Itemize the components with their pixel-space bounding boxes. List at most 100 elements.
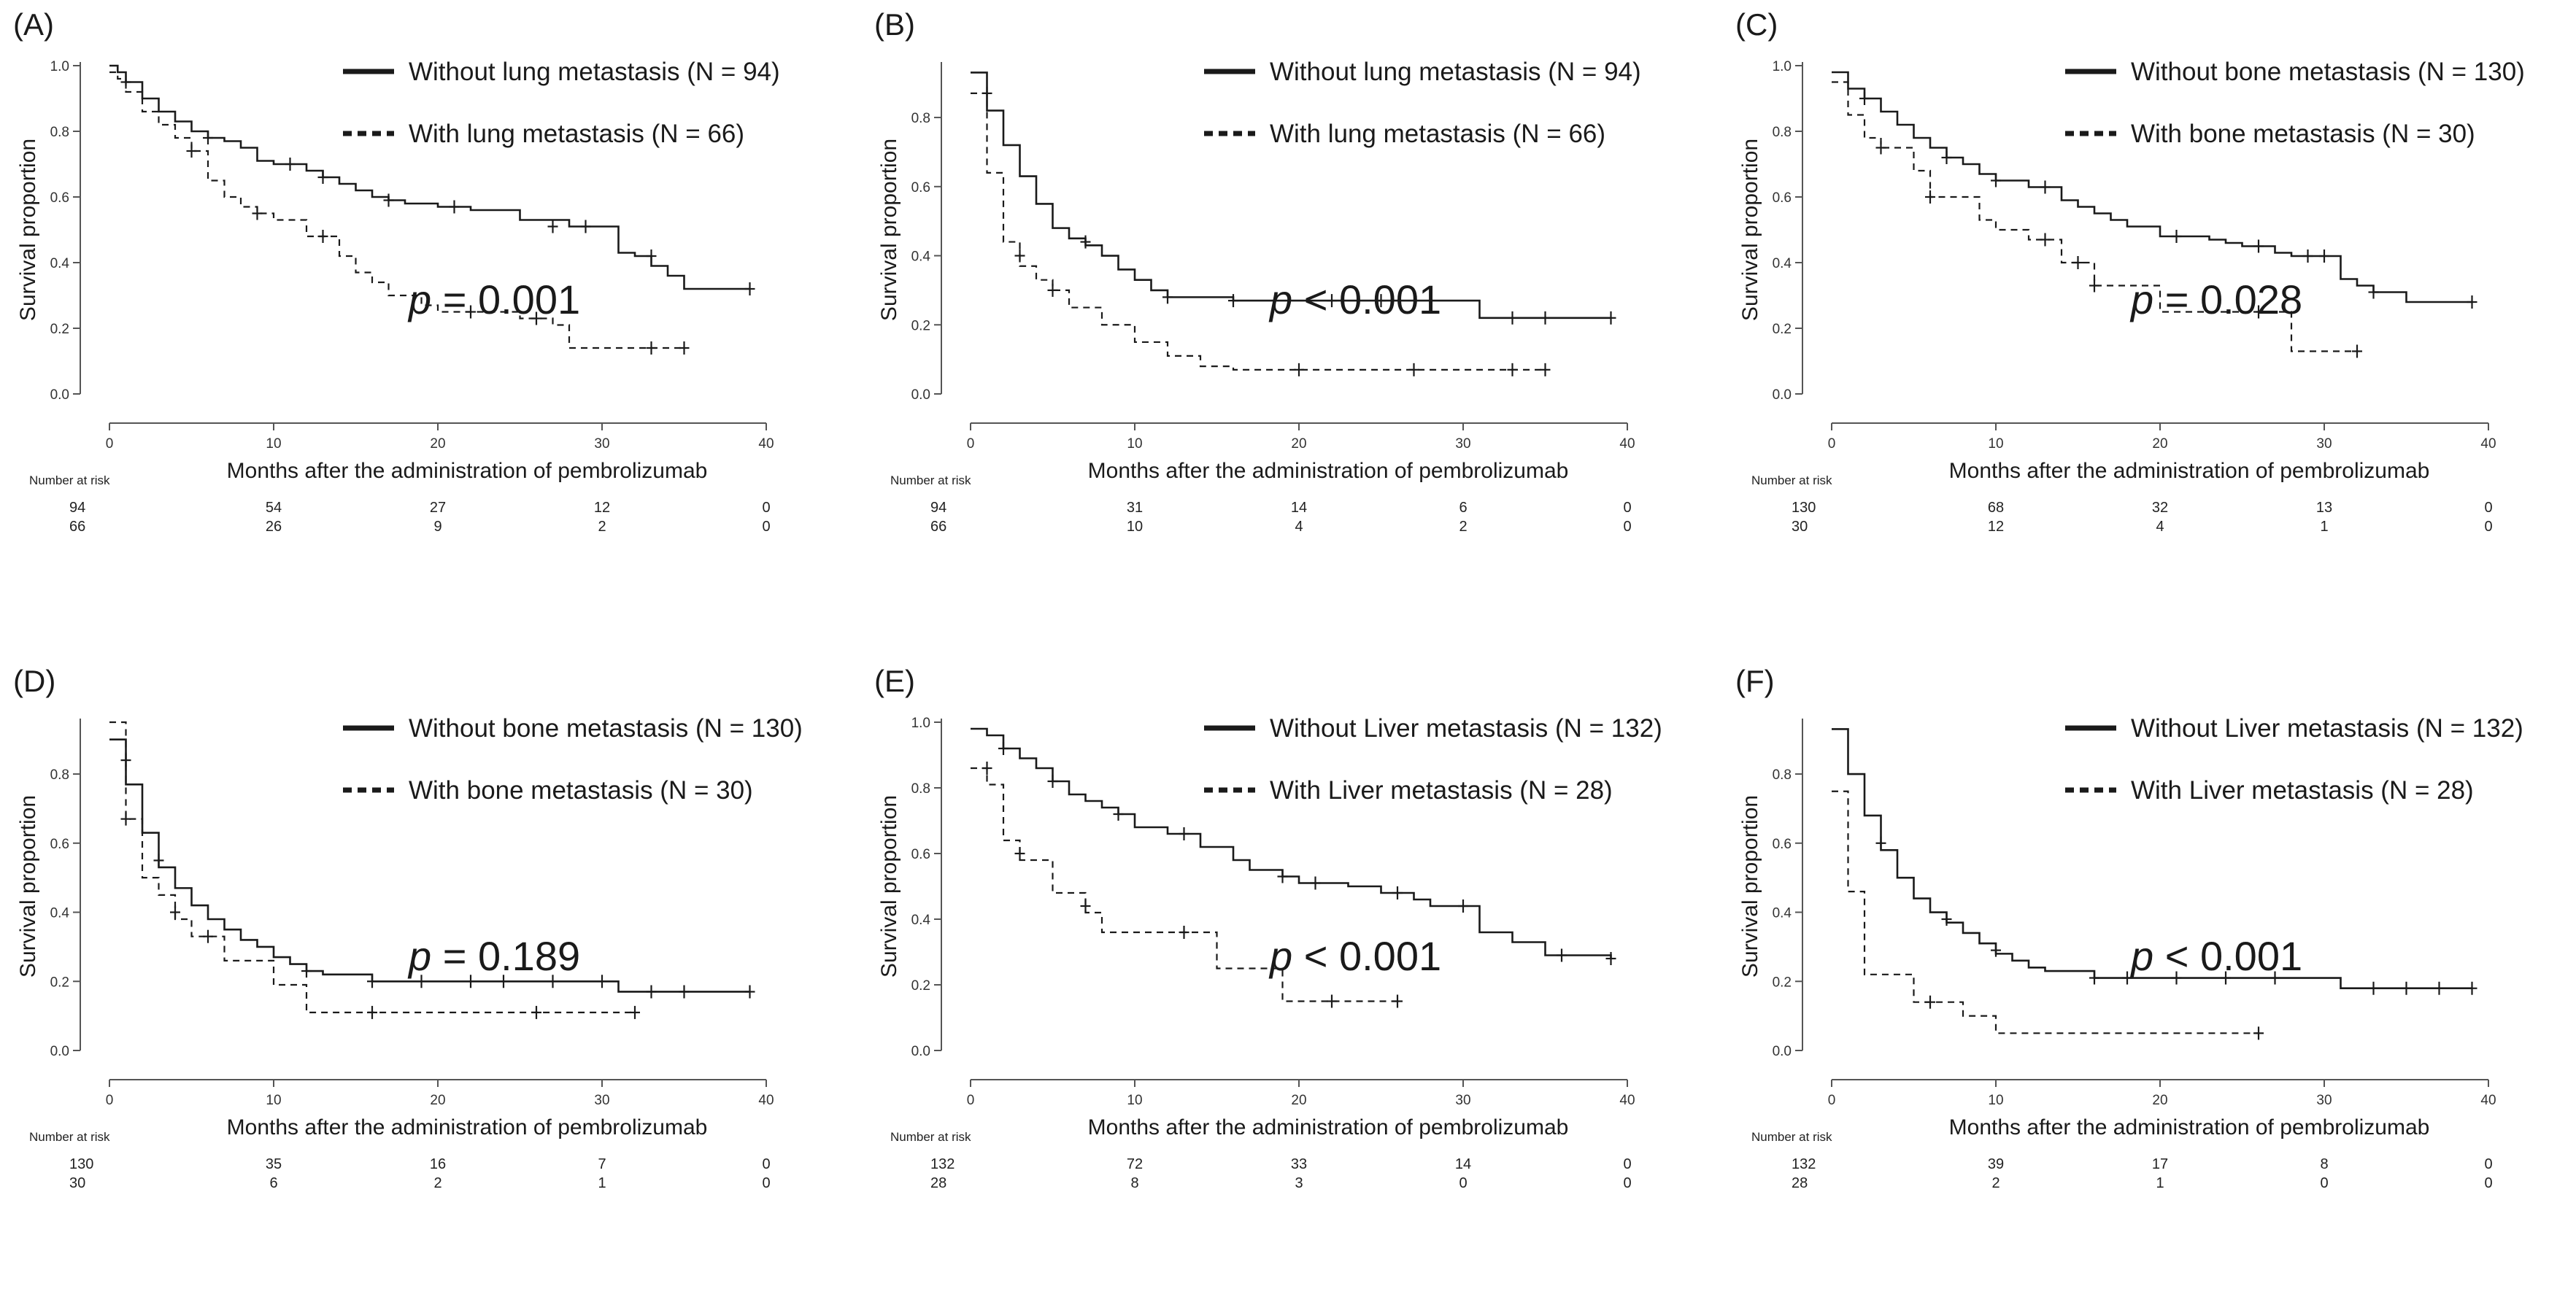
risk-table-cell: 1 [2320, 519, 2328, 535]
risk-table-cell: 27 [430, 500, 446, 516]
p-value-symbol: p [1268, 276, 1292, 322]
legend-label: Without lung metastasis (N = 94) [409, 58, 780, 86]
risk-table-cell: 28 [1792, 1175, 1808, 1191]
risk-table-cell: 17 [2152, 1156, 2168, 1172]
risk-table-cell: 4 [2156, 519, 2164, 535]
y-tick-label: 0.2 [50, 322, 69, 337]
risk-table-title: Number at risk [29, 473, 110, 487]
legend-label: With lung metastasis (N = 66) [1270, 120, 1605, 148]
survival-curve-solid [1832, 71, 2472, 303]
p-value-text: = 0.028 [2153, 276, 2302, 322]
km-panel: (C) 0.0 0.2 0.4 0.6 0.8 1.0 0 10 20 30 40 Survival p… [1722, 0, 2576, 627]
p-value: p < 0.001 [1268, 276, 1441, 322]
risk-table-cell: 94 [930, 500, 946, 516]
risk-table-cell: 14 [1291, 500, 1307, 516]
risk-table-cell: 35 [266, 1156, 282, 1172]
km-panel: (F) 0.0 0.2 0.4 0.6 0.8 0 10 20 30 40 Survival prop… [1722, 657, 2576, 1284]
risk-table-cell: 130 [1792, 500, 1816, 516]
risk-table-cell: 32 [2152, 500, 2168, 516]
legend-label: Without bone metastasis (N = 130) [2131, 58, 2525, 86]
risk-table-cell: 12 [1988, 519, 2004, 535]
y-tick-label: 0.6 [1773, 837, 1792, 852]
y-tick-label: 0.4 [50, 256, 70, 271]
y-tick-label: 0.8 [50, 767, 69, 783]
y-tick-label: 0.8 [50, 125, 69, 140]
y-tick-label: 0.2 [1773, 975, 1792, 990]
legend-label: Without lung metastasis (N = 94) [1270, 58, 1641, 86]
x-tick-label: 0 [967, 436, 975, 452]
risk-table-cell: 0 [2484, 500, 2492, 516]
survival-curve-dashed [971, 92, 1546, 371]
risk-table-cell: 39 [1988, 1156, 2004, 1172]
km-panel: (B) 0.0 0.2 0.4 0.6 0.8 0 10 20 30 40 Survival prop… [861, 0, 1715, 627]
x-axis-title: Months after the administration of pembr… [1949, 1115, 2430, 1139]
risk-table-cell: 26 [266, 519, 282, 535]
y-tick-label: 0.4 [911, 249, 931, 265]
risk-table-cell: 0 [1623, 519, 1631, 535]
y-axis-title: Survival proportion [1738, 795, 1762, 978]
risk-table-cell: 66 [930, 519, 946, 535]
risk-table-title: Number at risk [890, 473, 971, 487]
p-value: p < 0.001 [1268, 933, 1441, 979]
panel-label: (B) [874, 7, 915, 42]
y-tick-label: 0.2 [50, 975, 69, 990]
x-tick-label: 20 [1291, 1093, 1306, 1108]
risk-table-cell: 4 [1295, 519, 1303, 535]
x-axis-title: Months after the administration of pembr… [227, 1115, 708, 1139]
y-tick-label: 0.0 [911, 1044, 930, 1059]
x-tick-label: 10 [266, 1093, 281, 1108]
x-tick-label: 20 [430, 436, 445, 452]
risk-table-cell: 0 [2320, 1175, 2328, 1191]
risk-table-cell: 0 [1459, 1175, 1467, 1191]
risk-table-cell: 14 [1455, 1156, 1471, 1172]
x-axis-title: Months after the administration of pembr… [1088, 1115, 1569, 1139]
p-value-text: < 0.001 [1292, 933, 1441, 979]
risk-table-cell: 94 [69, 500, 85, 516]
risk-table-cell: 31 [1127, 500, 1143, 516]
risk-table-cell: 28 [930, 1175, 946, 1191]
km-panel: (E) 0.0 0.2 0.4 0.6 0.8 1.0 0 10 20 30 40 Survival p… [861, 657, 1715, 1284]
survival-curve-dashed [1832, 81, 2357, 352]
p-value: p = 0.001 [407, 276, 580, 322]
p-value: p = 0.028 [2129, 276, 2302, 322]
p-value-text: < 0.001 [2153, 933, 2302, 979]
x-tick-label: 30 [594, 436, 609, 452]
panel-label: (D) [13, 664, 55, 698]
risk-table-cell: 0 [762, 1175, 770, 1191]
risk-table-cell: 13 [2316, 500, 2332, 516]
km-panel: (D) 0.0 0.2 0.4 0.6 0.8 0 10 20 30 40 Survival prop… [0, 657, 854, 1284]
y-tick-label: 1.0 [1773, 59, 1792, 74]
risk-table-cell: 0 [762, 519, 770, 535]
legend-label: With Liver metastasis (N = 28) [1270, 776, 1613, 805]
y-tick-label: 0.0 [50, 1044, 69, 1059]
risk-table-cell: 0 [2484, 519, 2492, 535]
x-tick-label: 10 [1988, 436, 2003, 452]
risk-table-cell: 1 [598, 1175, 606, 1191]
survival-curve-dashed [109, 71, 685, 349]
risk-table-cell: 72 [1127, 1156, 1143, 1172]
km-panel: (A) 0.0 0.2 0.4 0.6 0.8 1.0 0 10 20 30 40 Survival p… [0, 0, 854, 627]
risk-table-cell: 0 [1623, 1156, 1631, 1172]
y-tick-label: 1.0 [50, 59, 69, 74]
x-axis-title: Months after the administration of pembr… [1949, 459, 2430, 483]
risk-table-cell: 0 [1623, 500, 1631, 516]
y-axis-title: Survival proportion [1738, 139, 1762, 321]
x-tick-label: 30 [594, 1093, 609, 1108]
survival-curve-dashed [971, 767, 1397, 1002]
p-value-symbol: p [407, 276, 431, 322]
panel-label: (F) [1735, 664, 1775, 698]
x-tick-label: 40 [1619, 1093, 1635, 1108]
x-tick-label: 10 [1988, 1093, 2003, 1108]
survival-curve-solid [971, 71, 1611, 320]
risk-table-title: Number at risk [1751, 1130, 1832, 1144]
risk-table-cell: 0 [1623, 1175, 1631, 1191]
y-tick-label: 0.4 [911, 913, 931, 928]
y-tick-label: 0.6 [911, 847, 930, 862]
risk-table-cell: 2 [1459, 519, 1467, 535]
x-tick-label: 0 [1828, 436, 1836, 452]
panel-label: (A) [13, 7, 54, 42]
y-tick-label: 0.8 [1773, 125, 1792, 140]
risk-table-cell: 7 [598, 1156, 606, 1172]
